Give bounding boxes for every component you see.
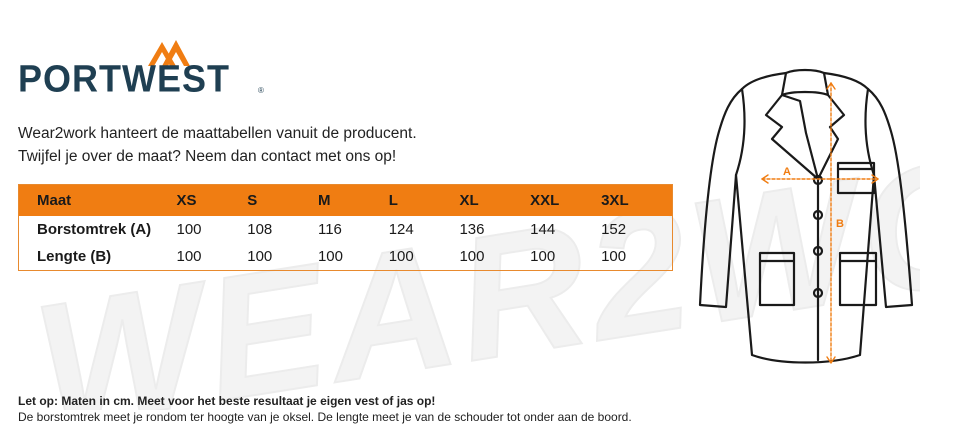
measure-a-label: A	[783, 166, 791, 178]
table-cell: 100	[176, 220, 202, 238]
measure-b-arrow-bottom	[826, 356, 836, 364]
header-cell-xs: XS	[176, 191, 197, 209]
button	[812, 287, 824, 299]
table-row: Borstomtrek (A) 100 108 116 124 136 144 …	[19, 216, 673, 243]
brand-name: PORTWEST	[18, 56, 230, 100]
measure-a-arrow-left	[761, 174, 769, 184]
coat-diagram: A B	[690, 55, 920, 380]
hip-pocket-left	[758, 251, 796, 307]
header-cell-l: L	[388, 191, 398, 209]
measure-a-arrow-right	[871, 174, 879, 184]
button	[812, 174, 824, 186]
button	[812, 209, 824, 221]
table-cell: 144	[530, 220, 556, 238]
table-cell: 100	[176, 247, 202, 265]
peaks-icon	[148, 40, 190, 66]
header-cell-m: M	[317, 191, 331, 209]
table-row: Lengte (B) 100 100 100 100 100 100 100	[19, 243, 673, 271]
button	[812, 245, 824, 257]
header-cell-maat: Maat	[37, 191, 72, 209]
coat-sleeve-left	[734, 87, 746, 177]
coat-lapel-right	[816, 93, 846, 181]
coat-lapel-left	[764, 93, 820, 181]
coat-collar	[780, 68, 830, 97]
size-table-header: Maat XS S M L XL XXL 3XL	[18, 184, 673, 216]
table-cell: 152	[601, 220, 627, 238]
table-cell: 100	[247, 247, 273, 265]
header-cell-xl: XL	[459, 191, 479, 209]
intro-line-1: Wear2work hanteert de maattabellen vanui…	[18, 125, 417, 142]
note-text: De borstomtrek meet je rondom ter hoogte…	[18, 410, 632, 424]
table-cell: 100	[388, 247, 414, 265]
footer-note: Let op: Maten in cm. Meet voor het beste…	[18, 393, 632, 425]
table-cell: 116	[317, 220, 342, 238]
row-label: Lengte (B)	[37, 247, 112, 265]
header-cell-xxl: XXL	[530, 191, 560, 209]
table-cell: 100	[530, 247, 556, 265]
row-label: Borstomtrek (A)	[37, 220, 152, 238]
measure-b-arrow-top	[826, 82, 836, 90]
measure-b-label: B	[836, 218, 844, 230]
table-cell: 100	[601, 247, 627, 265]
registered-mark: ®	[258, 86, 264, 95]
table-cell: 100	[459, 247, 485, 265]
table-cell: 136	[459, 220, 485, 238]
hip-pocket-right	[838, 251, 878, 307]
header-cell-s: S	[247, 191, 258, 209]
coat-outline	[698, 71, 914, 364]
intro-text: Wear2work hanteert de maattabellen vanui…	[18, 122, 417, 168]
intro-line-2: Twijfel je over de maat? Neem dan contac…	[18, 148, 397, 165]
size-table: Maat XS S M L XL XXL 3XL Borstomtrek (A)…	[18, 184, 673, 271]
table-cell: 108	[247, 220, 273, 238]
coat-sleeve-right	[864, 87, 876, 177]
table-cell: 100	[317, 247, 343, 265]
header-cell-3xl: 3XL	[601, 191, 629, 209]
table-cell: 124	[388, 220, 414, 238]
chest-pocket	[836, 161, 876, 195]
portwest-logo: PORTWEST ®	[18, 38, 268, 100]
note-bold: Let op: Maten in cm. Meet voor het beste…	[18, 394, 436, 408]
